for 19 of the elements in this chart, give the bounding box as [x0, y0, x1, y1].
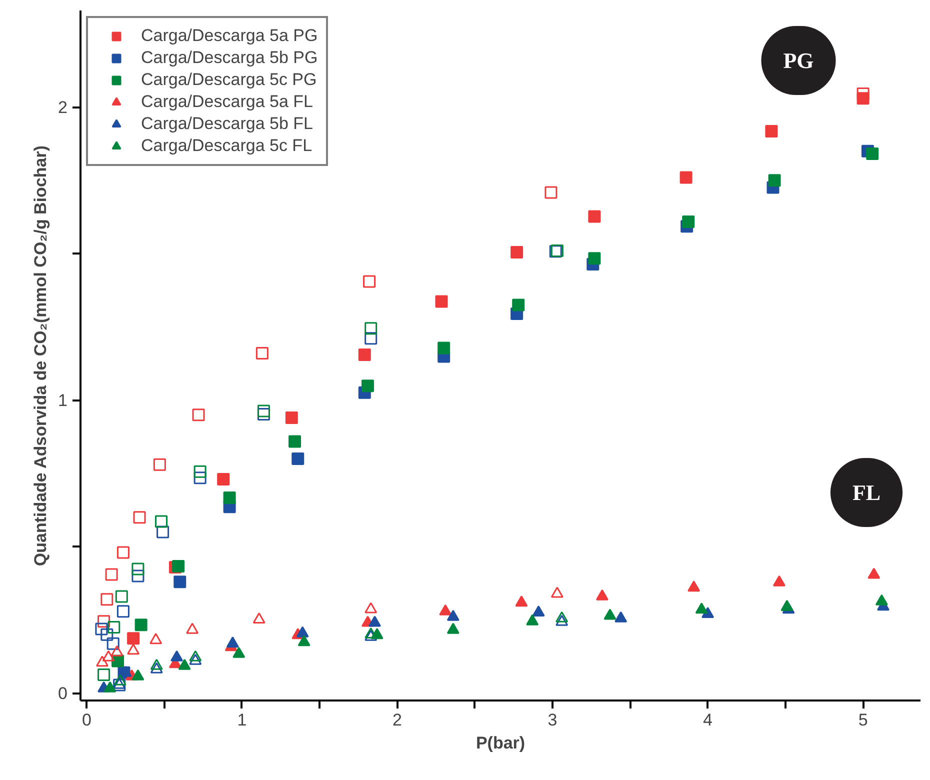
x-tick-label: 4 [703, 710, 713, 730]
y-tick-label: 1 [58, 391, 68, 410]
legend-label: Carga/Descarga 5a FL [141, 92, 313, 112]
legend-label: Carga/Descarga 5a PG [141, 26, 318, 46]
y-tick-label: 2 [58, 98, 68, 118]
y-axis-title: Quantidade Adsorvida de CO₂(mmol CO₂/g Biochar) [31, 145, 50, 566]
legend-label: Carga/Descarga 5c PG [141, 70, 317, 90]
annotation: PG [783, 48, 814, 73]
x-tick-label: 0 [82, 710, 92, 730]
y-tick-label: 0 [58, 684, 68, 704]
annotation: FL [852, 480, 881, 505]
x-tick-label: 1 [237, 710, 247, 730]
legend-label: Carga/Descarga 5c FL [141, 136, 312, 156]
x-tick-label: 2 [392, 710, 402, 730]
legend-label: Carga/Descarga 5b PG [141, 48, 318, 68]
x-axis-title: P(bar) [476, 734, 526, 752]
x-tick-label: 3 [548, 710, 558, 730]
x-tick-label: 5 [858, 710, 868, 730]
legend-label: Carga/Descarga 5b FL [141, 114, 313, 134]
